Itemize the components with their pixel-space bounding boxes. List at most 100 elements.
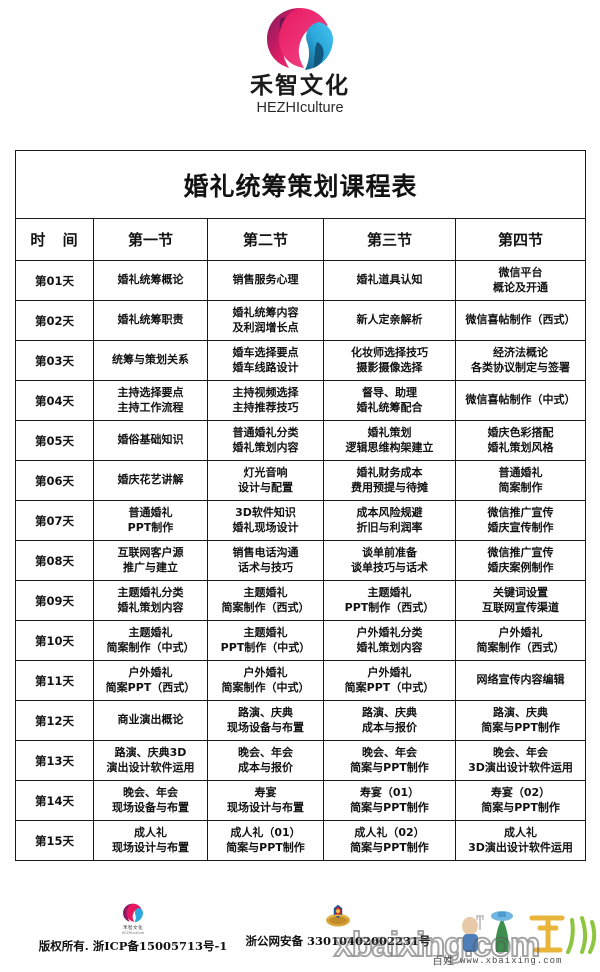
table-row: 第09天 主题婚礼分类 婚礼策划内容 主题婚礼 简案制作（西式） 主题婚礼 PPT制作（西式… (15, 580, 587, 621)
course-cell: 主题婚礼分类 婚礼策划内容 (93, 580, 208, 621)
course-line: 户外婚礼 (128, 665, 173, 679)
course-line: 婚礼统筹配合 (356, 400, 423, 414)
schedule-table: 婚礼统筹策划课程表 时 间 第一节 第二节 第三节 第四节 第01天 婚礼统筹概论… (14, 150, 587, 861)
course-cell: 督导、助理 婚礼统筹配合 (323, 380, 456, 421)
course-line: 微信推广宣传 (487, 545, 554, 559)
course-cell: 主题婚礼 简案制作（西式） (207, 580, 324, 621)
course-line: 婚庆宣传制作 (487, 520, 554, 534)
course-cell: 路演、庆典 成本与报价 (323, 700, 456, 741)
day-label: 第12天 (15, 700, 94, 741)
course-cell: 普通婚礼 简案制作 (454, 460, 587, 501)
course-line: 逻辑思维构架建立 (345, 440, 434, 454)
table-row: 第05天 婚俗基础知识 普通婚礼分类 婚礼策划内容 婚礼策划 逻辑思维构架建立 婚庆色彩搭配… (15, 420, 587, 461)
day-label: 第06天 (15, 460, 94, 501)
course-line: 晚会、年会 (493, 745, 549, 759)
course-cell: 婚礼财务成本 费用预提与待摊 (323, 460, 456, 501)
course-line: 婚庆花艺讲解 (117, 473, 184, 487)
course-line: 婚礼策划 (367, 425, 412, 439)
course-line: 经济法概论 (493, 345, 549, 359)
table-row: 第06天 婚庆花艺讲解 灯光音响 设计与配置 婚礼财务成本 费用预提与待摊 普通婚礼 简案制作 (15, 460, 587, 501)
hezhi-wave-logo-icon (257, 6, 343, 72)
course-cell: 成人礼（01） 简案与PPT制作 (207, 820, 324, 861)
course-line: 婚礼策划内容 (232, 440, 299, 454)
course-line: 婚礼道具认知 (356, 273, 423, 287)
table-row: 第14天 晚会、年会 现场设备与布置 寿宴 现场设计与布置 寿宴（01） 简案与PPT制作寿… (15, 780, 587, 821)
course-cell: 寿宴 现场设计与布置 (207, 780, 324, 821)
day-label: 第10天 (15, 620, 94, 661)
course-line: 3D演出设计软件运用 (468, 840, 573, 854)
day-label: 第05天 (15, 420, 94, 461)
course-line: 婚礼财务成本 (356, 465, 423, 479)
hezhi-wave-logo-icon (120, 902, 146, 924)
course-cell: 户外婚礼 简案PPT（西式） (93, 660, 208, 701)
table-row: 第08天 互联网客户源 推广与建立 销售电话沟通 话术与技巧 谈单前准备 谈单技巧与话术 微信… (15, 540, 587, 581)
course-line: 成人礼（02） (354, 825, 425, 839)
course-line: 普通婚礼分类 (232, 425, 299, 439)
course-line: 婚礼统筹内容 (232, 305, 299, 319)
course-line: 关键词设置 (493, 585, 549, 599)
course-line: 婚礼统筹概论 (117, 273, 184, 287)
table-row: 第12天 商业演出概论 路演、庆典 现场设备与布置 路演、庆典 成本与报价 路演、庆典 简案与… (15, 700, 587, 741)
course-line: 设计与配置 (238, 480, 293, 494)
course-line: 谈单前准备 (362, 545, 417, 559)
course-cell: 微信喜帖制作（中式） (454, 380, 587, 421)
table-row: 第02天 婚礼统筹职责 婚礼统筹内容 及利润增长点 新人定亲解析 微信喜帖制作（西式） (15, 300, 587, 341)
course-cell: 成人礼（02） 简案与PPT制作 (323, 820, 456, 861)
course-cell: 成本风险规避 折旧与利润率 (323, 500, 456, 541)
police-record-text: 浙公网安备 33010402002231号 (245, 934, 431, 948)
course-line: 3D演出设计软件运用 (468, 760, 573, 774)
course-line: 商业演出概论 (117, 713, 184, 727)
table-row: 第15天 成人礼 现场设计与布置 成人礼（01） 简案与PPT制作 成人礼（02） 简案与P… (15, 820, 587, 861)
course-line: 化妆师选择技巧 (351, 345, 428, 359)
course-line: 演出设计软件运用 (106, 760, 195, 774)
course-line: 普通婚礼 (498, 465, 543, 479)
course-line: 简案PPT（中式） (344, 680, 435, 694)
course-line: 简案与PPT制作 (481, 800, 560, 814)
course-line: 婚礼策划风格 (487, 440, 554, 454)
course-cell: 微信平台 概论及开通 (454, 260, 587, 301)
course-line: 成人礼（01） (230, 825, 301, 839)
course-line: 路演、庆典 (238, 705, 293, 719)
brand-name-cn: 禾智文化 (250, 73, 350, 99)
column-header-period-2: 第二节 (207, 218, 324, 261)
course-line: 寿宴（02） (490, 785, 551, 799)
course-line: 销售服务心理 (232, 273, 299, 287)
course-line: 微信喜帖制作（西式） (465, 313, 576, 327)
course-cell: 商业演出概论 (93, 700, 208, 741)
course-cell: 新人定亲解析 (323, 300, 456, 341)
course-line: PPT制作 (127, 520, 174, 534)
course-line: 简案制作（中式） (221, 680, 310, 694)
course-line: 主持推荐技巧 (232, 400, 299, 414)
course-line: 简案制作（西式） (476, 640, 565, 654)
copyright-block: 禾智文化 HEZHIculture 版权所有. 浙ICP备15005713号-1 (28, 902, 238, 954)
course-cell: 晚会、年会 现场设备与布置 (93, 780, 208, 821)
course-cell: 微信推广宣传 婚庆宣传制作 (454, 500, 587, 541)
course-line: 简案制作 (498, 480, 543, 494)
course-cell: 户外婚礼 简案PPT（中式） (323, 660, 456, 701)
course-line: 婚礼策划内容 (356, 640, 423, 654)
police-record-block[interactable]: 浙公网安备 33010402002231号 (238, 902, 438, 949)
course-line: 微信推广宣传 (487, 505, 554, 519)
course-line: 简案与PPT制作 (350, 800, 429, 814)
course-cell: 关键词设置 互联网宣传渠道 (454, 580, 587, 621)
course-cell: 路演、庆典3D 演出设计软件运用 (93, 740, 208, 781)
course-cell: 户外婚礼分类 婚礼策划内容 (323, 620, 456, 661)
course-line: 概论及开通 (493, 280, 549, 294)
course-cell: 普通婚礼分类 婚礼策划内容 (207, 420, 324, 461)
course-line: 婚庆色彩搭配 (487, 425, 554, 439)
copyright-text: 版权所有. 浙ICP备15005713号-1 (38, 939, 228, 953)
course-line: 微信平台 (498, 265, 543, 279)
course-cell: 婚礼统筹内容 及利润增长点 (207, 300, 324, 341)
course-line: 及利润增长点 (232, 320, 299, 334)
course-cell: 婚庆色彩搭配 婚礼策划风格 (454, 420, 587, 461)
course-line: PPT制作（中式） (220, 640, 311, 654)
course-line: 谈单技巧与话术 (351, 560, 428, 574)
course-line: 各类协议制定与签署 (471, 360, 571, 374)
course-cell: 普通婚礼 PPT制作 (93, 500, 208, 541)
course-line: 主持视频选择 (232, 385, 299, 399)
column-header-time: 时 间 (15, 218, 94, 261)
course-line: 销售电话沟通 (232, 545, 299, 559)
brand-header: 禾智文化 HEZHIculture (0, 0, 600, 116)
course-cell: 户外婚礼 简案制作（西式） (454, 620, 587, 661)
schedule-table-container: 婚礼统筹策划课程表 时 间 第一节 第二节 第三节 第四节 第01天 婚礼统筹概论… (14, 150, 587, 861)
